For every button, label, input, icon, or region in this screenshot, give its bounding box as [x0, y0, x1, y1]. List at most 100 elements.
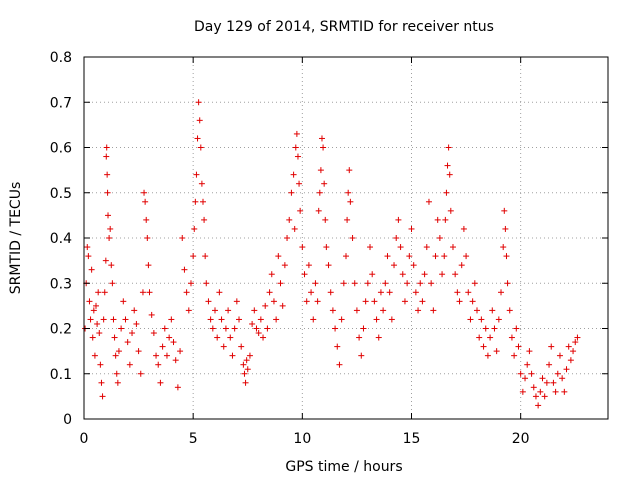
data-markers — [82, 99, 581, 409]
data-point-marker — [447, 207, 454, 214]
data-point-marker — [242, 379, 249, 386]
data-point-marker — [340, 280, 347, 287]
data-point-marker — [436, 235, 443, 241]
data-point-marker — [95, 289, 102, 296]
data-point-marker — [161, 325, 168, 332]
data-point-marker — [484, 352, 491, 359]
data-point-marker — [445, 144, 452, 151]
data-point-marker — [338, 316, 345, 323]
data-point-marker — [454, 289, 461, 296]
data-point-marker — [262, 302, 269, 309]
data-point-marker — [349, 235, 356, 241]
data-point-marker — [391, 262, 398, 269]
data-point-marker — [517, 370, 524, 377]
data-point-marker — [194, 135, 201, 142]
data-point-marker — [124, 339, 131, 346]
data-point-marker — [565, 343, 572, 350]
data-point-marker — [487, 334, 494, 341]
x-tick-label: 0 — [80, 431, 89, 447]
y-tick-label: 0.7 — [50, 95, 72, 111]
data-point-marker — [153, 352, 160, 359]
data-point-marker — [279, 302, 286, 309]
data-point-marker — [344, 216, 351, 223]
x-tick-label: 20 — [512, 431, 530, 447]
y-axis: 0 0.1 0.2 0.3 0.4 0.5 0.6 0.7 0.8 — [50, 50, 608, 428]
data-point-marker — [275, 253, 282, 260]
data-point-marker — [345, 189, 352, 196]
data-point-marker — [241, 370, 248, 377]
data-point-marker — [478, 316, 485, 323]
data-point-marker — [474, 307, 480, 314]
data-point-marker — [249, 320, 256, 327]
data-point-marker — [129, 330, 136, 337]
data-point-marker — [502, 225, 509, 232]
x-tick-label: 5 — [189, 431, 198, 447]
data-point-marker — [111, 334, 118, 341]
y-tick-label: 0.1 — [50, 367, 72, 383]
data-point-marker — [297, 207, 304, 214]
data-point-marker — [570, 348, 577, 355]
data-point-marker — [515, 343, 522, 350]
data-point-marker — [360, 325, 367, 332]
data-point-marker — [471, 280, 478, 287]
data-point-marker — [501, 207, 508, 214]
data-point-marker — [310, 316, 317, 323]
data-point-marker — [574, 334, 581, 341]
data-point-marker — [526, 348, 533, 355]
data-point-marker — [177, 348, 184, 355]
data-point-marker — [146, 289, 153, 296]
data-point-marker — [89, 334, 96, 341]
data-point-marker — [401, 298, 408, 305]
data-point-marker — [493, 348, 500, 355]
data-point-marker — [187, 280, 194, 287]
data-point-marker — [201, 216, 208, 223]
data-point-marker — [460, 225, 467, 232]
data-point-marker — [118, 325, 125, 332]
data-point-marker — [148, 311, 155, 318]
data-point-marker — [142, 198, 149, 205]
data-point-marker — [84, 244, 91, 251]
data-point-marker — [556, 352, 563, 359]
data-point-marker — [519, 388, 526, 395]
data-point-marker — [229, 352, 236, 359]
data-point-marker — [291, 225, 298, 232]
data-point-marker — [552, 388, 559, 395]
data-point-marker — [353, 307, 360, 314]
data-point-marker — [233, 298, 240, 305]
data-point-marker — [214, 334, 221, 341]
data-point-marker — [195, 99, 202, 106]
data-point-marker — [193, 171, 200, 178]
x-tick-label: 15 — [403, 431, 421, 447]
data-point-marker — [155, 361, 162, 368]
data-point-marker — [439, 271, 446, 278]
data-point-marker — [268, 271, 275, 278]
data-point-marker — [238, 343, 245, 350]
data-point-marker — [421, 271, 428, 278]
data-point-marker — [163, 352, 170, 359]
data-point-marker — [541, 393, 548, 400]
data-point-marker — [377, 289, 384, 296]
data-point-marker — [404, 280, 411, 287]
data-point-marker — [325, 262, 332, 269]
data-point-marker — [397, 244, 404, 251]
data-point-marker — [393, 235, 400, 241]
data-point-marker — [255, 330, 262, 337]
data-point-marker — [86, 298, 93, 305]
data-point-marker — [548, 343, 555, 350]
data-point-marker — [105, 212, 112, 219]
data-point-marker — [168, 316, 175, 323]
data-point-marker — [351, 280, 358, 287]
data-point-marker — [286, 216, 293, 223]
data-point-marker — [109, 280, 116, 287]
data-point-marker — [347, 198, 354, 205]
data-point-marker — [137, 370, 144, 377]
data-point-marker — [292, 144, 299, 151]
data-point-marker — [321, 180, 328, 187]
data-point-marker — [135, 348, 142, 355]
data-point-marker — [415, 307, 422, 314]
data-point-marker — [305, 262, 312, 269]
data-point-marker — [220, 343, 227, 350]
data-point-marker — [522, 375, 529, 382]
data-point-marker — [373, 316, 380, 323]
